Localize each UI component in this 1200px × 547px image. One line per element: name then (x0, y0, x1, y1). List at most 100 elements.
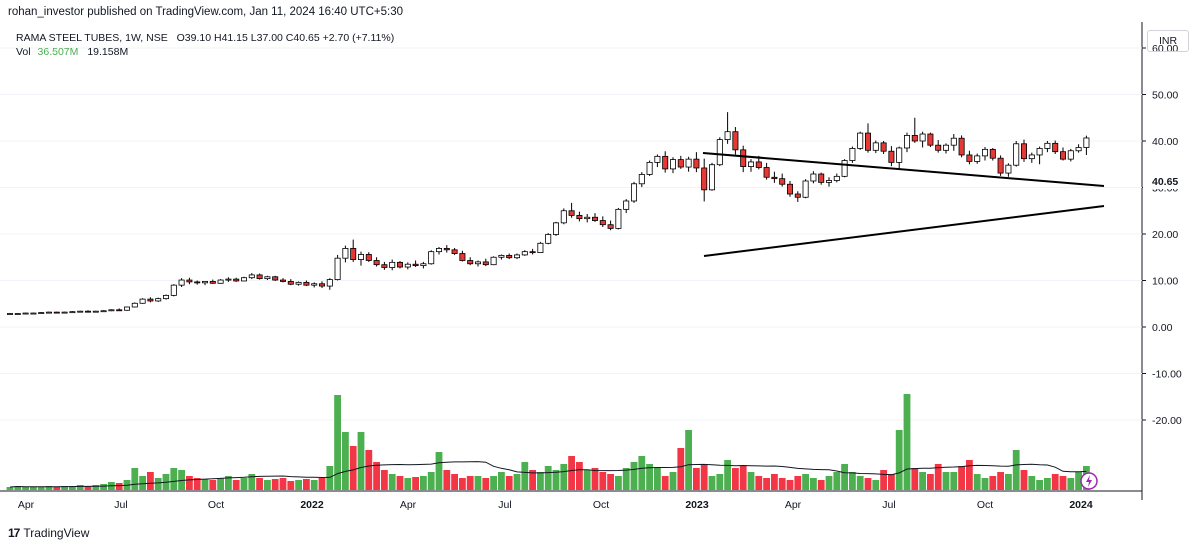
volume-bar (576, 462, 583, 490)
candle-body (217, 279, 224, 284)
candle-body (85, 310, 92, 313)
candle-body (178, 279, 185, 286)
volume-bar (903, 394, 911, 490)
time-tick-label: 2023 (685, 499, 709, 511)
volume-bar (76, 485, 84, 490)
flash-icon[interactable] (1080, 472, 1098, 490)
candle-body (194, 281, 201, 284)
volume-bar (521, 462, 529, 490)
volume-bar (856, 476, 864, 490)
volume-bar (810, 478, 817, 490)
candle-body (30, 312, 37, 315)
volume-bar (872, 480, 880, 490)
candle-body (1044, 142, 1051, 149)
volume-bar (1028, 476, 1036, 490)
price-axis[interactable]: 60.0050.0040.0030.0020.0010.000.00-10.00… (1142, 43, 1182, 427)
candle-body (139, 298, 146, 304)
volume-bar (966, 460, 973, 490)
candle-body (240, 277, 247, 282)
candle-body (490, 256, 497, 266)
candle-body (1036, 148, 1043, 156)
candle-body (1052, 142, 1059, 153)
volume-bar (427, 472, 435, 490)
candle-body (318, 283, 325, 287)
volume-bar (388, 474, 396, 490)
volume-bar (716, 474, 724, 490)
volume-bar (193, 478, 201, 490)
candle-body (342, 248, 349, 259)
candle-body (888, 150, 895, 163)
candle-body (100, 310, 107, 313)
candle-body (880, 142, 887, 152)
candle-body (787, 183, 794, 195)
volume-bar (84, 486, 92, 490)
candle-body (599, 220, 606, 226)
volume-bar (934, 464, 942, 490)
candle-body (77, 310, 84, 313)
volume-bar (459, 478, 466, 490)
candle-body (108, 309, 115, 312)
volume-bar (404, 478, 412, 490)
candle-body (857, 132, 864, 149)
candle-body (420, 263, 427, 267)
footer-brand-label: TradingView (23, 526, 90, 540)
candle-body (147, 298, 154, 302)
volume-bar (888, 474, 895, 490)
candle-body (802, 180, 809, 198)
time-axis[interactable]: Apr Jul Oct 2022 Apr Jul Oct 2023 Apr Jul Oct 2024 (18, 499, 1093, 511)
time-tick-label: Apr (785, 499, 802, 511)
volume-bar (763, 478, 770, 490)
candle-body (740, 149, 747, 167)
volume-bar (654, 468, 661, 490)
volume-bar (271, 479, 279, 490)
volume-bar (1059, 476, 1067, 490)
candle-body (989, 148, 996, 159)
candles (7, 112, 1090, 315)
candle-body (264, 276, 271, 280)
volume-bar (1075, 472, 1082, 490)
trendlines[interactable] (702, 152, 1105, 257)
volume-bar (100, 484, 107, 490)
volume-bar (303, 479, 310, 490)
volume-bar (841, 464, 848, 490)
candle-body (1021, 143, 1028, 160)
candle-body (350, 248, 357, 260)
candle-body (170, 284, 177, 296)
candle-body (474, 261, 481, 265)
volume-bar (537, 472, 544, 490)
candle-body (303, 281, 310, 286)
footer-brand: 17 TradingView (8, 526, 89, 540)
volume-bar (1067, 478, 1075, 490)
volume-bar (560, 464, 568, 490)
volume-bar (989, 476, 997, 490)
volume-bar (630, 462, 638, 490)
candle-body (389, 261, 396, 268)
time-tick-label: 2024 (1069, 499, 1093, 511)
candle-body (935, 144, 942, 151)
volume-bar (693, 468, 700, 490)
candle-body (677, 159, 684, 168)
candle-body (966, 154, 973, 162)
volume-bar (825, 476, 833, 490)
volume-bar (505, 476, 513, 490)
volume-bar (747, 472, 755, 490)
candle-body (716, 139, 723, 166)
candle-body (248, 274, 255, 279)
volume-bar (147, 472, 154, 490)
candle-body (568, 210, 575, 216)
time-tick-label: Apr (400, 499, 417, 511)
currency-selector[interactable]: INR (1147, 30, 1189, 52)
time-tick-label: Oct (593, 499, 609, 511)
legend-symbol: RAMA STEEL TUBES, 1W, NSE (16, 32, 168, 44)
candle-body (662, 155, 669, 170)
candle-body (833, 175, 840, 181)
volume-bar (22, 487, 29, 490)
volume-bar (732, 468, 739, 490)
price-tick-label: 0.00 (1152, 322, 1173, 334)
volume-bar (833, 472, 841, 490)
volume-bar (287, 481, 295, 490)
volume-bar (154, 478, 162, 490)
volume-bar (685, 430, 692, 490)
candle-body (997, 157, 1004, 174)
chart-canvas[interactable]: 60.0050.0040.0030.0020.0010.000.00-10.00… (0, 22, 1200, 522)
